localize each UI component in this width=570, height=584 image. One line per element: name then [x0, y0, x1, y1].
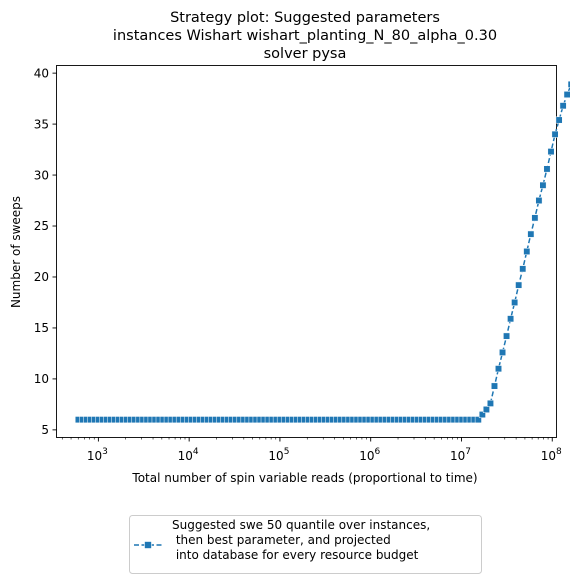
y-tick-label: 40: [34, 66, 49, 80]
data-point-marker: [551, 130, 559, 138]
y-tick-label: 30: [34, 168, 49, 182]
x-tick-label: 103: [87, 447, 108, 463]
x-tick-label: 107: [450, 447, 471, 463]
data-point-marker: [563, 91, 570, 98]
data-point-marker: [474, 416, 482, 424]
legend-label: Suggested swe 50 quantile over instances…: [172, 518, 430, 562]
data-point-marker: [543, 165, 551, 173]
data-point-marker: [486, 399, 494, 407]
y-tick-label: 15: [34, 321, 49, 335]
legend: Suggested swe 50 quantile over instances…: [129, 515, 482, 574]
data-point-marker: [511, 299, 519, 306]
x-axis-label: Total number of spin variable reads (pro…: [131, 471, 477, 485]
plot-area: [56, 65, 557, 438]
x-tick-label: 108: [541, 447, 562, 463]
legend-marker-sample: [144, 541, 152, 549]
series-layer: [74, 80, 570, 424]
y-tick-label: 10: [34, 372, 49, 386]
data-point-marker: [482, 406, 490, 413]
data-point-marker: [523, 248, 531, 255]
data-point-marker: [567, 80, 570, 88]
data-point-marker: [499, 348, 507, 356]
data-point-marker: [491, 382, 498, 390]
data-point-marker: [559, 102, 567, 110]
x-tick-label: 105: [268, 447, 289, 463]
data-point-marker: [527, 230, 535, 238]
data-point-marker: [539, 181, 547, 189]
data-point-marker: [507, 315, 515, 323]
x-tick-label: 104: [178, 447, 199, 463]
x-axis-ticks: 103 104 105 106 107 108: [61, 437, 562, 463]
y-tick-label: 35: [34, 117, 49, 131]
data-point-marker: [535, 197, 543, 204]
data-point-marker: [503, 332, 511, 340]
data-point-marker: [547, 148, 555, 156]
chart-title-line-1: Strategy plot: Suggested parameters: [170, 10, 440, 26]
chart-title-line-2: instances Wishart wishart_planting_N_80_…: [113, 28, 497, 44]
data-point-marker: [495, 365, 502, 373]
x-tick-label: 106: [359, 447, 380, 463]
chart-title-line-3: solver pysa: [264, 46, 347, 62]
y-axis-ticks: 5 10 15 20 25 30 35 40: [34, 66, 57, 437]
y-tick-label: 25: [34, 219, 49, 233]
y-tick-label: 5: [41, 423, 49, 437]
data-point-marker: [531, 214, 539, 222]
y-axis-label: Number of sweeps: [9, 196, 23, 308]
data-point-marker: [515, 281, 523, 289]
y-tick-label: 20: [34, 270, 49, 284]
data-point-marker: [555, 116, 563, 124]
data-point-marker: [478, 411, 486, 419]
data-point-marker: [519, 265, 527, 273]
legend-box: [129, 515, 482, 574]
